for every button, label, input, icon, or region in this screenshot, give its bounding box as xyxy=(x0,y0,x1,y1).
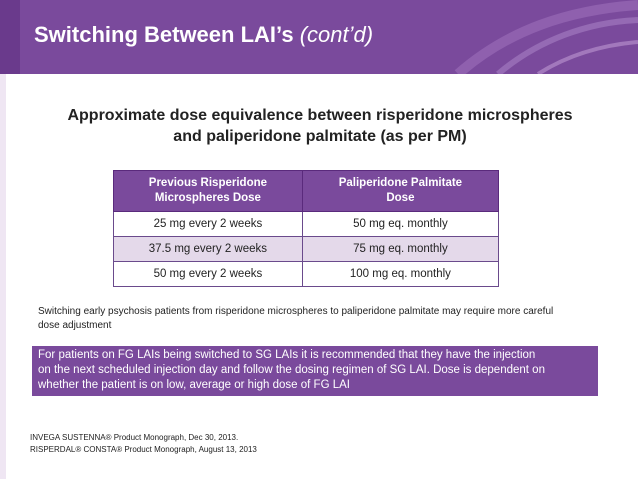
callout-line: For patients on FG LAIs being switched t… xyxy=(38,349,536,361)
recommendation-callout: For patients on FG LAIs being switched t… xyxy=(32,346,598,396)
table-row: 25 mg every 2 weeks 50 mg eq. monthly xyxy=(113,211,500,237)
table-cell: 37.5 mg every 2 weeks xyxy=(113,236,303,262)
header-left-accent xyxy=(0,0,20,74)
table-cell: 25 mg every 2 weeks xyxy=(113,211,303,237)
header-risperidone: Previous Risperidone Microspheres Dose xyxy=(113,170,303,212)
slide-subtitle: Approximate dose equivalence between ris… xyxy=(30,105,610,147)
table-cell: 75 mg eq. monthly xyxy=(301,236,500,262)
callout-line: whether the patient is on low, average o… xyxy=(38,379,350,391)
reference-item: RISPERDAL® CONSTA® Product Monograph, Au… xyxy=(30,445,257,454)
slide-title: Switching Between LAI’s (cont’d) xyxy=(34,22,374,47)
callout-line: on the next scheduled injection day and … xyxy=(38,364,545,376)
switching-note: Switching early psychosis patients from … xyxy=(38,306,554,331)
table-cell: 100 mg eq. monthly xyxy=(301,261,500,287)
reference-item: INVEGA SUSTENNA® Product Monograph, Dec … xyxy=(30,433,239,442)
header-paliperidone: Paliperidone Palmitate Dose xyxy=(301,170,500,212)
header-bar xyxy=(0,0,638,74)
dose-equivalence-table: Previous Risperidone Microspheres Dose Pa… xyxy=(113,170,500,287)
table-row: 50 mg every 2 weeks 100 mg eq. monthly xyxy=(113,261,500,287)
sidebar-accent xyxy=(0,74,6,479)
table-row: 37.5 mg every 2 weeks 75 mg eq. monthly xyxy=(113,236,500,262)
table-cell: 50 mg eq. monthly xyxy=(301,211,500,237)
subtitle-line-2: and paliperidone palmitate (as per PM) xyxy=(173,128,467,145)
subtitle-line-1: Approximate dose equivalence between ris… xyxy=(67,107,573,124)
references: INVEGA SUSTENNA® Product Monograph, Dec … xyxy=(30,432,257,456)
table-cell: 50 mg every 2 weeks xyxy=(113,261,303,287)
slide-title-suffix: (cont’d) xyxy=(299,22,374,47)
table-header-row: Previous Risperidone Microspheres Dose Pa… xyxy=(113,170,500,212)
header-swirl-decoration xyxy=(418,0,638,74)
